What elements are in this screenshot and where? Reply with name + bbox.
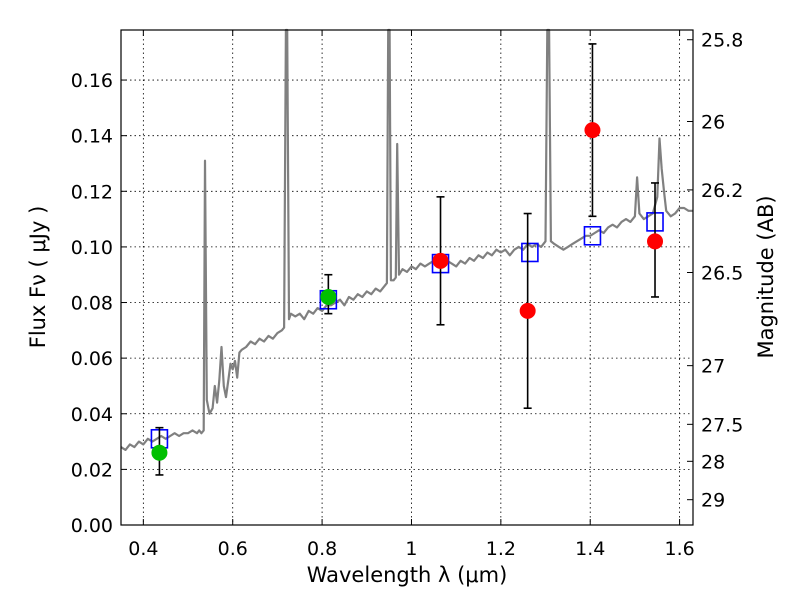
y-tick-label: 0.10 — [71, 237, 113, 259]
x-tick-label: 0.4 — [128, 538, 158, 560]
y2-tick-label: 27.5 — [701, 414, 743, 436]
model-square-marker — [521, 242, 539, 263]
plot-background — [121, 30, 693, 525]
y-tick-label: 0.08 — [71, 293, 113, 315]
y-tick-label: 0.16 — [71, 70, 113, 92]
y-tick-label: 0.12 — [71, 181, 113, 203]
hst-point-marker — [519, 302, 536, 319]
x-tick-label: 0.8 — [307, 538, 337, 560]
hst-point-marker — [584, 122, 601, 139]
y-tick-label: 0.04 — [71, 404, 113, 426]
y2-axis-title: Magnitude (AB) — [754, 195, 778, 358]
y-tick-label: 0.14 — [71, 126, 113, 148]
y2-tick-label: 27 — [701, 356, 725, 378]
y2-tick-label: 26.2 — [701, 180, 743, 202]
model-square-marker — [583, 225, 602, 246]
x-tick-label: 1.4 — [575, 538, 605, 560]
plot-area — [120, 28, 693, 476]
y2-tick-label: 29 — [701, 490, 725, 512]
plot-frame — [120, 29, 694, 526]
hst-point-marker — [432, 252, 449, 269]
x-axis-title: Wavelength λ (μm) — [307, 563, 508, 587]
y2-tick-label: 26.5 — [701, 262, 743, 284]
y-tick-label: 0.00 — [71, 515, 113, 537]
x-tick-label: 1 — [405, 538, 417, 560]
hst-point-marker — [647, 233, 664, 250]
x-tick-label: 1.6 — [664, 538, 694, 560]
ground-point-marker — [151, 444, 168, 461]
x-tick-label: 1.2 — [486, 538, 516, 560]
axis-ticks: 0.4 0.6 0.8 1 1.2 1.4 1.6 0.00 0.02 0.04 0.06 0.08 0… — [71, 30, 744, 560]
x-tick-label: 0.6 — [218, 538, 248, 560]
ground-point-marker — [320, 288, 337, 305]
y-tick-label: 0.02 — [71, 459, 113, 481]
y-tick-label: 0.06 — [71, 348, 113, 370]
y2-tick-label: 25.8 — [701, 30, 743, 52]
y2-tick-label: 26 — [701, 111, 725, 133]
grid — [121, 30, 693, 526]
y-axis-title: Flux Fν ( μJy ) — [26, 206, 50, 349]
sed-line — [120, 28, 693, 451]
y2-tick-label: 28 — [701, 451, 725, 473]
